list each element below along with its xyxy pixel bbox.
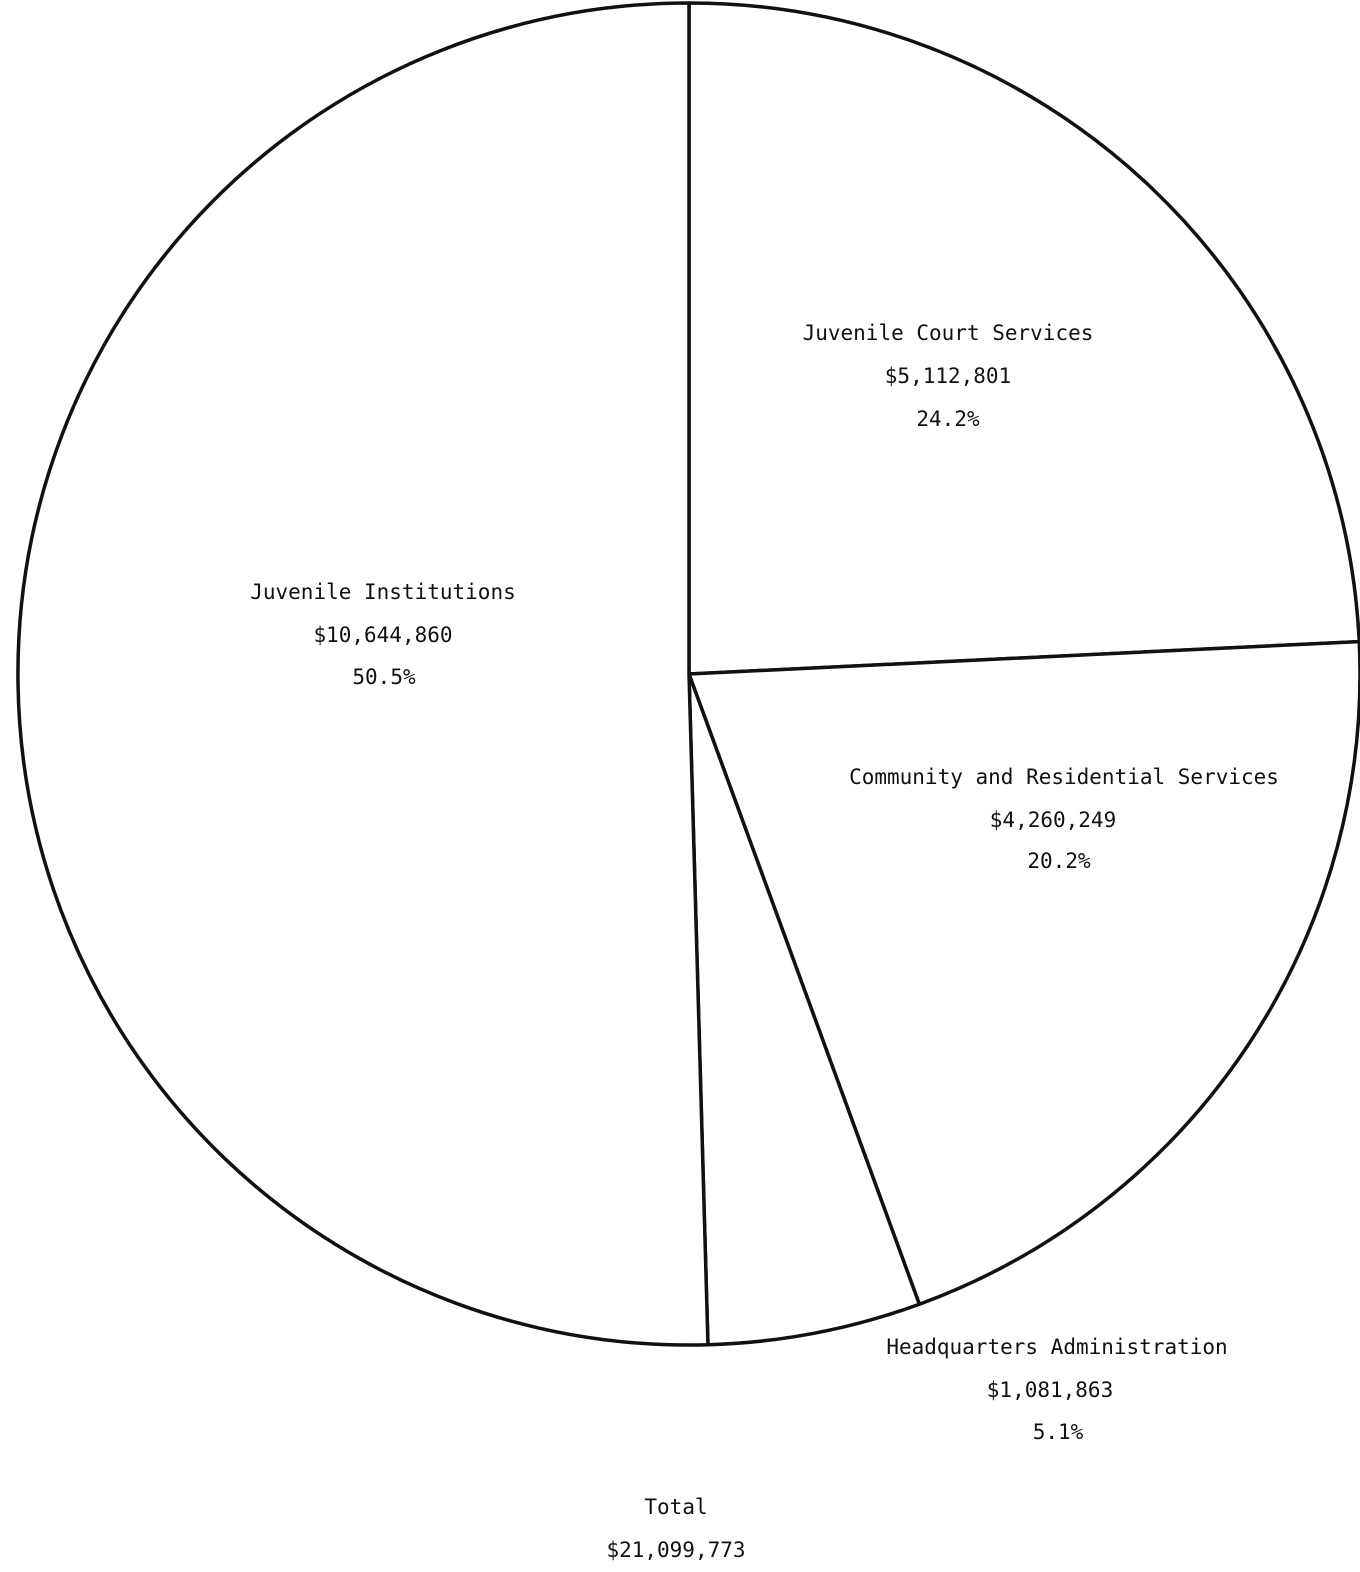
total-amount: $21,099,773 [606,1538,745,1562]
pie-slice-headquarters-administration [687,672,922,1347]
pie-slice-juvenile-institutions [16,1,710,1347]
slice-label-amount: $4,260,249 [990,808,1116,832]
slice-label-name: Juvenile Court Services [803,321,1094,345]
slice-label-name: Juvenile Institutions [250,580,516,604]
slice-label-juvenile-institutions: Juvenile Institutions $10,644,860 50.5% [250,580,516,689]
slice-label-name: Community and Residential Services [849,765,1279,789]
slice-label-juvenile-court-services: Juvenile Court Services $5,112,801 24.2% [803,321,1094,431]
slice-label-name: Headquarters Administration [886,1335,1227,1359]
slice-label-percent: 24.2% [916,407,980,431]
slice-label-community-residential-services: Community and Residential Services $4,26… [849,765,1279,873]
slice-label-percent: 20.2% [1027,849,1091,873]
total-label: Total [644,1495,707,1519]
pie-slice-community-residential-services [687,639,1360,1306]
slice-label-percent: 50.5% [352,665,416,689]
total-block: Total $21,099,773 [606,1495,745,1562]
slice-label-headquarters-administration: Headquarters Administration $1,081,863 5… [886,1335,1227,1444]
pie-slice-juvenile-court-services [687,1,1360,676]
slice-label-percent: 5.1% [1033,1420,1084,1444]
slice-label-amount: $1,081,863 [987,1378,1113,1402]
pie-slices [16,1,1360,1347]
slice-label-amount: $10,644,860 [313,623,452,647]
slice-label-amount: $5,112,801 [885,364,1011,388]
